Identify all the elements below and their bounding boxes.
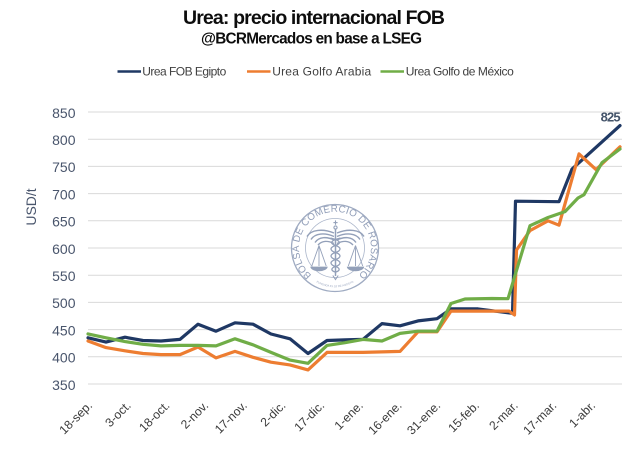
svg-text:350: 350 (52, 377, 76, 393)
svg-text:600: 600 (52, 241, 76, 257)
svg-text:650: 650 (52, 214, 76, 230)
svg-text:450: 450 (52, 322, 76, 338)
svg-text:@BCRMercados en base a LSEG: @BCRMercados en base a LSEG (201, 31, 422, 48)
svg-text:400: 400 (52, 350, 76, 366)
svg-text:800: 800 (52, 132, 76, 148)
svg-text:825: 825 (601, 109, 621, 124)
svg-text:Urea Golfo Arabia: Urea Golfo Arabia (272, 64, 371, 78)
svg-text:850: 850 (52, 105, 76, 121)
svg-text:USD/t: USD/t (23, 188, 39, 225)
svg-text:550: 550 (52, 268, 76, 284)
svg-text:750: 750 (52, 159, 76, 175)
svg-text:Urea FOB Egipto: Urea FOB Egipto (142, 64, 226, 78)
svg-text:Urea: precio internacional FOB: Urea: precio internacional FOB (183, 7, 445, 29)
svg-text:700: 700 (52, 186, 76, 202)
svg-text:500: 500 (52, 295, 76, 311)
svg-text:Urea Golfo de México: Urea Golfo de México (406, 64, 514, 78)
